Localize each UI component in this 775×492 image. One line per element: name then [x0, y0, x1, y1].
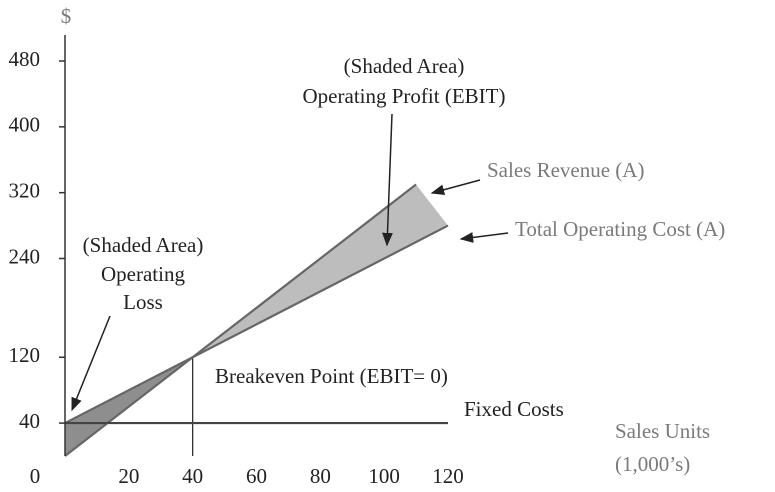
series-line	[64, 183, 417, 457]
arrow	[459, 232, 509, 243]
x-tick-label: 20	[118, 464, 139, 488]
y-tick-label: 400	[9, 113, 41, 137]
y-tick-label: 0	[30, 464, 41, 488]
y-axis-label: $	[61, 4, 72, 28]
x-axis-unit: (1,000’s)	[615, 452, 690, 476]
x-tick-label: 40	[182, 464, 203, 488]
series-label: Sales Revenue (A)	[487, 158, 644, 182]
series-label: Fixed Costs	[464, 397, 564, 421]
fills	[65, 184, 448, 456]
annotation: (Shaded Area)	[344, 54, 465, 78]
annotation: Loss	[123, 290, 163, 314]
series-label: Total Operating Cost (A)	[515, 217, 725, 241]
profit-area	[192, 184, 448, 358]
y-tick-label: 240	[9, 244, 41, 268]
y-tick-label: 120	[9, 343, 41, 367]
series-line	[64, 224, 449, 425]
annotation: Operating Profit (EBIT)	[303, 84, 506, 108]
annotation: Breakeven Point (EBIT= 0)	[215, 364, 448, 388]
x-tick-label: 80	[310, 464, 331, 488]
lines	[64, 183, 449, 457]
y-tick-label: 320	[9, 178, 41, 202]
arrow	[430, 179, 481, 196]
y-tick-label: 40	[19, 409, 40, 433]
arrows	[71, 113, 509, 412]
x-tick-label: 60	[246, 464, 267, 488]
x-axis-label: Sales Units	[615, 419, 710, 443]
x-tick-label: 100	[368, 464, 400, 488]
arrow	[382, 113, 393, 247]
arrow	[71, 315, 111, 412]
annotation: Operating	[101, 262, 185, 286]
annotation: (Shaded Area)	[83, 233, 204, 257]
x-tick-label: 120	[432, 464, 464, 488]
y-tick-label: 480	[9, 47, 41, 71]
